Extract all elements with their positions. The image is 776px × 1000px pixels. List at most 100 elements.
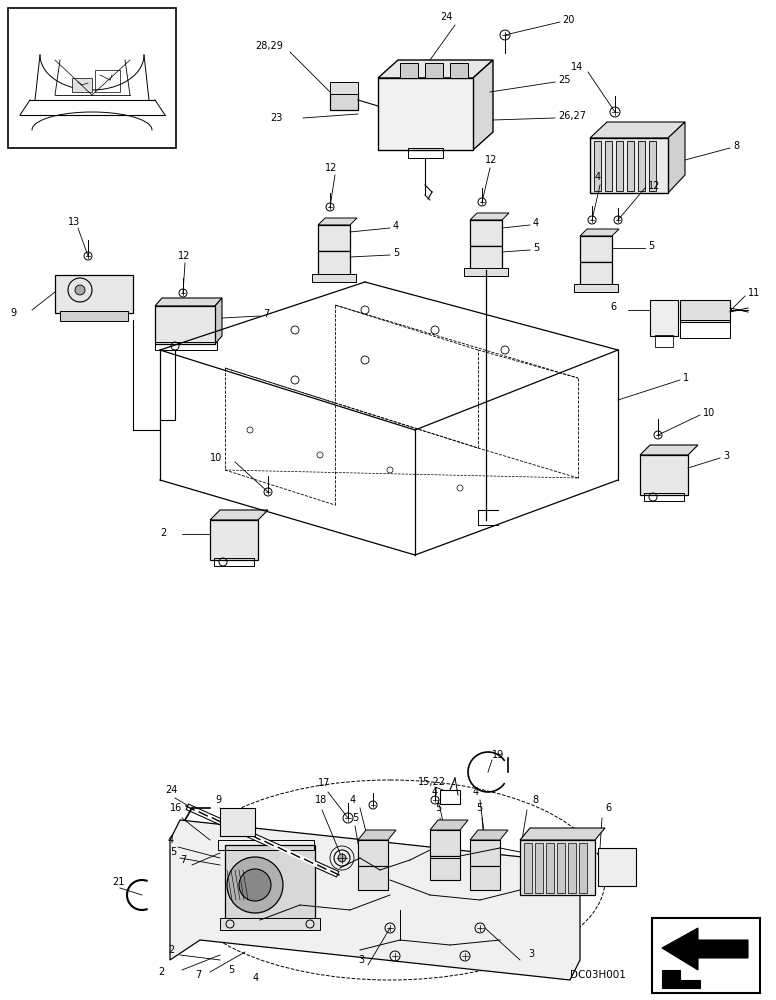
Bar [598,848,636,886]
Bar [464,268,508,276]
Bar [55,275,133,313]
Polygon shape [470,213,509,220]
Text: 11: 11 [748,288,760,298]
Bar [649,141,656,191]
Bar [580,262,612,286]
Polygon shape [358,830,396,840]
Bar [640,455,688,495]
Bar [430,856,460,880]
Polygon shape [580,229,619,236]
Bar [214,558,254,566]
Polygon shape [668,122,685,193]
Text: 20: 20 [562,15,574,25]
Text: 17: 17 [318,778,331,788]
Circle shape [75,285,85,295]
Text: 28,29: 28,29 [255,41,283,51]
Text: 15,22: 15,22 [418,777,446,787]
Text: 3: 3 [723,451,729,461]
Text: 5: 5 [352,813,359,823]
Text: 10: 10 [210,453,222,463]
Polygon shape [210,510,268,520]
Bar [318,251,350,275]
Bar [210,520,258,560]
Bar [8,8,176,148]
Polygon shape [430,820,468,830]
Text: 4: 4 [253,973,259,983]
Text: 23: 23 [270,113,282,123]
Text: 6: 6 [605,803,611,813]
Text: 13: 13 [68,217,80,227]
Bar [605,141,612,191]
Text: 7: 7 [195,970,201,980]
Text: 2: 2 [168,945,175,955]
Text: DC03H001: DC03H001 [570,970,626,980]
Bar [546,843,554,893]
Polygon shape [520,828,605,840]
Text: 12: 12 [325,163,338,173]
Bar [378,78,473,150]
Bar [680,300,730,322]
Text: 12: 12 [178,251,190,261]
Bar [557,843,565,893]
Bar [650,300,678,336]
Bar [470,220,502,246]
Text: 24: 24 [440,12,452,22]
Bar [470,866,500,890]
Bar [524,843,532,893]
Bar [225,845,315,920]
Polygon shape [155,298,222,306]
Bar [358,866,388,890]
Text: 4: 4 [168,835,174,845]
Bar [680,320,730,338]
Bar [220,918,320,930]
Text: 19: 19 [492,750,504,760]
Text: 3: 3 [528,949,534,959]
Bar [594,141,601,191]
Bar [535,843,543,893]
Text: 9: 9 [215,795,221,805]
Bar [408,148,443,158]
Text: 1: 1 [683,373,689,383]
Text: 5: 5 [435,803,442,813]
Bar [470,246,502,270]
Text: 2: 2 [158,967,165,977]
Text: 2: 2 [160,528,166,538]
Polygon shape [170,820,580,980]
Bar [590,138,668,193]
Polygon shape [590,122,685,138]
Text: 4: 4 [533,218,539,228]
Bar [220,808,255,836]
Text: 21: 21 [112,877,124,887]
Text: 7: 7 [180,855,186,865]
Text: 18: 18 [315,795,327,805]
Bar [616,141,623,191]
Text: 7: 7 [263,309,269,319]
Text: 5: 5 [533,243,539,253]
Text: 10: 10 [703,408,715,418]
Bar [450,63,468,78]
Polygon shape [215,298,222,344]
Text: 4: 4 [595,172,601,182]
Bar [470,840,500,866]
Text: 6: 6 [610,302,616,312]
Bar [425,63,443,78]
Bar [330,92,358,110]
Bar [312,274,356,282]
Bar [60,311,128,321]
Text: 14: 14 [571,62,583,72]
Polygon shape [473,60,493,150]
Bar [579,843,587,893]
Bar [652,918,760,993]
Text: 26,27: 26,27 [558,111,586,121]
Text: 12: 12 [485,155,497,165]
Bar [655,335,673,347]
Bar [430,830,460,856]
Bar [627,141,634,191]
Text: 4: 4 [473,787,479,797]
Polygon shape [662,928,748,970]
Text: 9: 9 [10,308,16,318]
Bar [155,342,217,350]
Bar [400,63,418,78]
Text: 8: 8 [532,795,538,805]
Text: 4: 4 [350,795,356,805]
